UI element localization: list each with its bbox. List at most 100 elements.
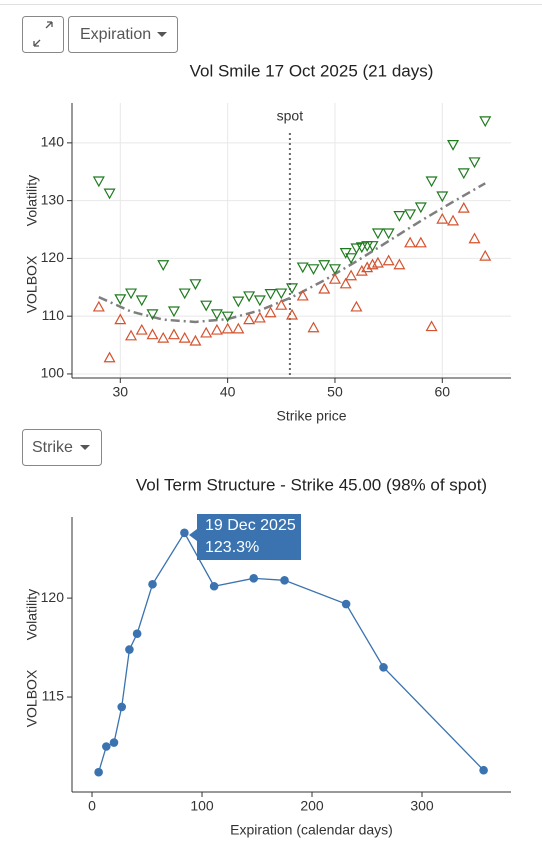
marker <box>355 242 368 254</box>
point <box>109 738 119 747</box>
marker <box>275 298 288 310</box>
marker <box>318 282 331 294</box>
marker <box>167 328 180 340</box>
marker <box>157 260 170 272</box>
button-label: Strike <box>32 439 73 456</box>
marker <box>318 260 331 272</box>
marker <box>393 258 406 270</box>
marker <box>468 157 481 169</box>
marker <box>92 176 105 188</box>
marker <box>371 256 384 268</box>
point <box>341 599 351 609</box>
x-tick-label: 100 <box>190 798 214 814</box>
button-frame <box>22 429 102 466</box>
marker <box>253 311 266 323</box>
marker <box>232 296 245 308</box>
x-tick-label: 300 <box>410 798 434 814</box>
x-tick-label: 0 <box>88 798 96 814</box>
y-axis-label: Volatility <box>24 175 40 226</box>
marker <box>468 232 481 244</box>
expand-icon <box>33 21 53 47</box>
caret <box>157 32 167 37</box>
y-tick-label: 120 <box>41 589 65 605</box>
tooltip: 19 Dec 2025 123.3% <box>189 514 301 560</box>
marker <box>382 228 395 240</box>
marker <box>178 331 191 343</box>
caret <box>80 445 90 450</box>
marker <box>425 320 438 332</box>
marker <box>447 214 460 226</box>
marker <box>350 243 363 255</box>
y-axis-label: Volatility <box>24 589 40 640</box>
marker <box>339 248 352 259</box>
point <box>379 663 388 672</box>
strike-dropdown[interactable]: Strike <box>22 429 102 466</box>
marker <box>125 288 138 300</box>
marker <box>404 209 417 221</box>
fit-line <box>98 182 486 324</box>
marker <box>178 288 191 300</box>
point <box>102 742 111 751</box>
marker <box>253 295 266 307</box>
expiration-dropdown[interactable]: Expiration <box>68 16 178 53</box>
marker <box>103 188 116 200</box>
marker <box>189 334 202 346</box>
marker <box>125 329 138 341</box>
x-tick-label: 40 <box>220 384 236 400</box>
chart-title: Vol Smile 17 Oct 2025 (21 days) <box>190 61 434 80</box>
marker <box>350 300 363 312</box>
point <box>94 767 103 777</box>
marker <box>457 168 470 180</box>
marker <box>479 249 492 261</box>
tooltip-text: 123.3% <box>205 539 259 556</box>
marker <box>243 313 256 325</box>
marker <box>286 308 299 320</box>
point <box>148 579 157 589</box>
marker <box>103 351 116 363</box>
marker <box>189 279 202 291</box>
marker <box>221 311 234 323</box>
marker <box>210 323 223 335</box>
marker <box>307 321 320 333</box>
marker <box>296 289 309 301</box>
marker <box>135 323 148 335</box>
marker <box>328 264 341 276</box>
marker <box>366 241 379 252</box>
marker <box>200 300 213 312</box>
y-tick-label: 130 <box>41 191 65 207</box>
y-axis-label: VOLBOX <box>24 669 40 727</box>
marker <box>264 306 277 318</box>
button-label: Expiration <box>80 26 151 43</box>
x-tick-label: 60 <box>435 384 451 400</box>
marker <box>114 313 127 325</box>
marker <box>210 309 223 321</box>
marker <box>146 309 159 321</box>
marker <box>286 283 299 295</box>
x-tick-label: 200 <box>300 798 324 814</box>
point <box>280 576 289 585</box>
chart: Vol Term Structure - Strike 45.00 (98% o… <box>24 475 511 838</box>
marker <box>92 300 105 312</box>
marker <box>355 264 368 276</box>
marker <box>296 262 309 274</box>
marker <box>328 272 341 284</box>
marker <box>393 211 406 222</box>
marker <box>414 236 427 248</box>
marker <box>479 116 492 128</box>
y-tick-label: 110 <box>42 307 65 323</box>
marker <box>243 291 256 303</box>
x-axis-label: Strike price <box>276 408 346 424</box>
x-tick-label: 50 <box>327 384 343 400</box>
chart: Vol Smile 17 Oct 2025 (21 days) Strike pr… <box>24 61 511 424</box>
chart-title: Vol Term Structure - Strike 45.00 (98% o… <box>136 475 487 494</box>
marker <box>339 277 352 289</box>
marker <box>232 322 245 334</box>
marker <box>345 253 358 265</box>
y-tick-label: 100 <box>41 365 65 381</box>
marker <box>221 322 234 334</box>
expand-button[interactable] <box>22 16 64 53</box>
point <box>132 629 142 639</box>
marker <box>114 294 127 306</box>
marker <box>457 201 470 213</box>
